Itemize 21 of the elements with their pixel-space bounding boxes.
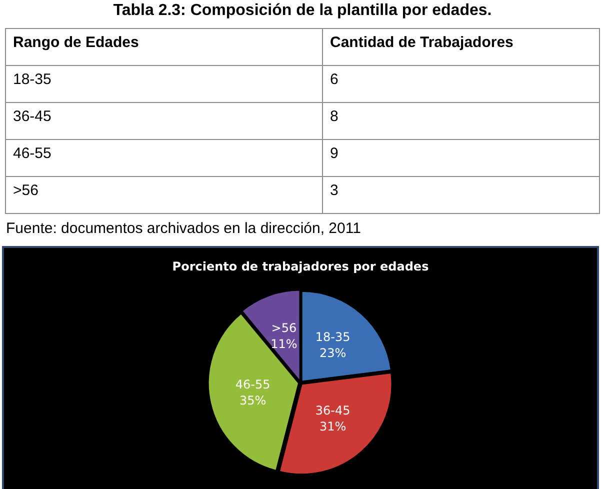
- data-label: 11%: [270, 336, 298, 351]
- data-label: 23%: [320, 346, 346, 360]
- slice-label: 36-45: [315, 404, 350, 418]
- category-label: 46-55: [6, 140, 322, 176]
- source-note: Fuente: documentos archivados en la dirección, 2011: [6, 220, 361, 238]
- category-label: >56: [6, 176, 322, 214]
- slice-label: >56: [271, 320, 297, 335]
- data-label: 8: [322, 102, 600, 140]
- data-label: 31%: [320, 420, 346, 434]
- text: Cantidad de Trabajadores: [322, 28, 600, 66]
- chart-title: Porciento de trabajadores por edades: [172, 259, 429, 274]
- text: Tabla 2.3: Composición de la plantilla por edades.: [112, 1, 493, 21]
- slice-label: 46-55: [235, 377, 270, 392]
- category-label: 18-35: [6, 66, 322, 102]
- data-label: 3: [322, 176, 600, 214]
- text: Rango de Edades: [6, 28, 322, 66]
- data-label: 35%: [239, 393, 266, 408]
- data-label: 6: [322, 66, 600, 102]
- slice-label: 18-35: [315, 330, 350, 344]
- data-label: 9: [322, 140, 600, 176]
- category-label: 36-45: [6, 102, 322, 140]
